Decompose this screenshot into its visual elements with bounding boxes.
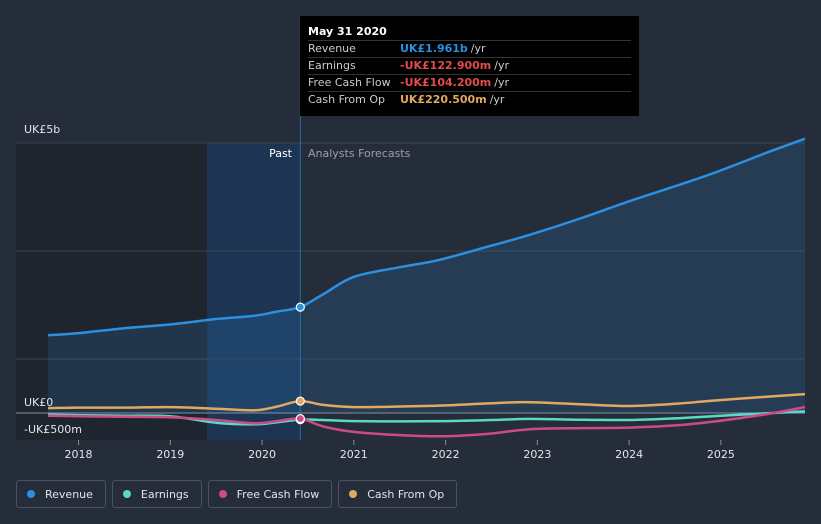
x-tick-label: 2021: [340, 448, 368, 461]
tooltip-row-revenue: Revenue UK£1.961b /yr: [308, 40, 631, 57]
tooltip-label: Free Cash Flow: [308, 76, 391, 89]
x-tick-label: 2024: [615, 448, 643, 461]
tooltip-value: -UK£104.200m: [400, 76, 492, 89]
cash-from-op-marker: [295, 396, 305, 406]
revenue-line: [47, 137, 806, 337]
legend-label: Cash From Op: [367, 487, 445, 501]
tooltip-unit: /yr: [494, 76, 509, 89]
tooltip-row-earnings: Earnings -UK£122.900m /yr: [308, 57, 631, 74]
legend-dot-icon: [218, 490, 227, 498]
tooltip-unit: /yr: [470, 42, 486, 55]
tooltip-row-cash-from-op: Cash From Op UK£220.500m /yr: [308, 91, 631, 108]
tooltip-label: Cash From Op: [308, 93, 386, 106]
data-tooltip: May 31 2020 Revenue UK£1.961b /yr Earnin…: [300, 16, 639, 116]
legend-item-free-cash-flow[interactable]: Free Cash Flow: [207, 480, 333, 508]
y-axis-label-zero: UK£0: [24, 396, 53, 409]
legend-item-revenue[interactable]: Revenue: [16, 480, 106, 508]
past-shade: [16, 143, 208, 440]
tooltip-date: May 31 2020: [308, 25, 387, 38]
tooltip-row-free-cash-flow: Free Cash Flow -UK£104.200m /yr: [308, 74, 631, 91]
forecast-label: Analysts Forecasts: [308, 147, 411, 160]
chart-legend: Revenue Earnings Free Cash Flow Cash Fro…: [16, 480, 458, 508]
free-cash-flow-marker: [295, 414, 305, 424]
revenue-marker: [295, 302, 305, 312]
x-tick-label: 2023: [523, 448, 551, 461]
legend-dot-icon: [349, 490, 358, 498]
past-label: Past: [269, 147, 293, 160]
tooltip-label: Revenue: [308, 42, 356, 55]
free-cash-flow-line: [47, 405, 806, 438]
y-axis-label-bottom: -UK£500m: [24, 423, 82, 436]
legend-label: Free Cash Flow: [236, 487, 320, 501]
tooltip-value: -UK£122.900m: [400, 59, 492, 72]
x-tick-label: 2019: [156, 448, 184, 461]
legend-item-cash-from-op[interactable]: Cash From Op: [338, 480, 458, 508]
tooltip-value: UK£220.500m: [400, 93, 487, 106]
tooltip-unit: /yr: [489, 93, 505, 106]
highlight-shade: [207, 143, 301, 440]
x-tick-label: 2022: [432, 448, 460, 461]
tooltip-value: UK£1.961b: [400, 42, 468, 55]
x-tick-label: 2018: [65, 448, 93, 461]
tooltip-unit: /yr: [494, 59, 509, 72]
legend-item-earnings[interactable]: Earnings: [111, 480, 202, 508]
legend-dot-icon: [122, 490, 131, 498]
x-tick-label: 2025: [707, 448, 735, 461]
legend-label: Revenue: [45, 487, 93, 501]
x-tick-label: 2020: [248, 448, 276, 461]
cash-from-op-line: [47, 392, 806, 412]
legend-dot-icon: [27, 490, 35, 498]
tooltip-label: Earnings: [308, 59, 356, 72]
y-axis-label-top: UK£5b: [24, 123, 60, 136]
legend-label: Earnings: [140, 487, 189, 501]
